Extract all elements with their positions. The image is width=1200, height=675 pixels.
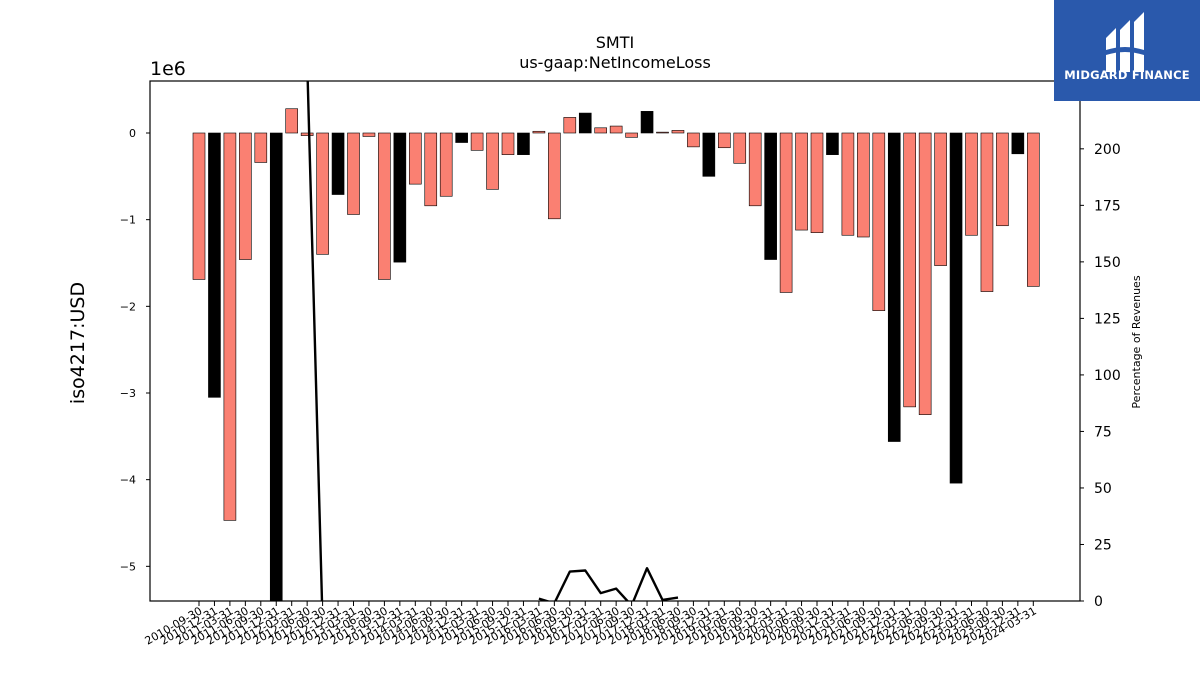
bar bbox=[239, 132, 252, 260]
chart-title: SMTI bbox=[596, 33, 634, 52]
bar bbox=[548, 132, 561, 220]
bar bbox=[316, 132, 329, 255]
bar bbox=[717, 132, 731, 149]
y2-tick-label: 200 bbox=[1094, 142, 1121, 158]
percentage-line bbox=[538, 567, 679, 601]
bar bbox=[625, 132, 638, 138]
bar bbox=[532, 130, 546, 134]
y2-tick-label: 150 bbox=[1094, 255, 1121, 271]
bar bbox=[1027, 132, 1040, 287]
bar bbox=[996, 132, 1009, 227]
bar bbox=[949, 132, 963, 484]
bar bbox=[254, 132, 268, 163]
line-layer bbox=[306, 81, 679, 601]
y2-tick-label: 25 bbox=[1094, 537, 1112, 553]
brand-name: MIDGARD FINANCE bbox=[1064, 68, 1190, 82]
y2-tick-label: 50 bbox=[1094, 481, 1112, 497]
bar bbox=[872, 132, 886, 311]
bar bbox=[795, 132, 808, 231]
y-multiplier-label: 1e6 bbox=[150, 58, 186, 80]
bar bbox=[687, 132, 700, 148]
bar bbox=[393, 132, 407, 263]
bar bbox=[640, 111, 654, 134]
bar bbox=[455, 132, 468, 143]
left-axis-ticks: 0 −1 −2 −3 −4 −5 bbox=[120, 127, 150, 573]
bar bbox=[208, 132, 221, 398]
y-tick-label: −5 bbox=[120, 560, 136, 573]
bar bbox=[903, 132, 917, 408]
bar bbox=[656, 131, 669, 134]
y-tick-label: −3 bbox=[120, 387, 136, 400]
bar bbox=[1011, 132, 1025, 155]
y2-tick-label: 100 bbox=[1094, 368, 1121, 384]
bar bbox=[486, 132, 499, 190]
bar bbox=[841, 132, 855, 236]
bar bbox=[810, 132, 824, 233]
bar bbox=[331, 132, 345, 195]
bar bbox=[269, 132, 283, 601]
bar bbox=[779, 132, 793, 293]
bar bbox=[702, 132, 716, 177]
right-axis-ticks: 0 25 50 75 100 125 150 175 200 bbox=[1080, 142, 1121, 610]
bar bbox=[764, 132, 777, 260]
bar bbox=[517, 132, 530, 155]
bar bbox=[378, 132, 391, 280]
y2-tick-label: 75 bbox=[1094, 424, 1112, 440]
bar bbox=[223, 132, 237, 521]
bar bbox=[733, 132, 747, 164]
bar bbox=[347, 132, 360, 215]
bar bbox=[934, 132, 947, 266]
y-tick-label: −4 bbox=[120, 474, 136, 487]
chart-subtitle: us-gaap:NetIncomeLoss bbox=[519, 53, 711, 72]
bar bbox=[857, 132, 870, 238]
y2-tick-label: 0 bbox=[1094, 594, 1103, 610]
y2-axis-label: Percentage of Revenues bbox=[1130, 275, 1143, 408]
plot-frame bbox=[149, 80, 1081, 602]
y-axis-label: iso4217:USD bbox=[67, 282, 89, 404]
midgard-logo-icon bbox=[1106, 12, 1144, 72]
y2-tick-label: 175 bbox=[1094, 198, 1121, 214]
bar bbox=[980, 132, 994, 292]
bar bbox=[470, 132, 484, 151]
bar bbox=[300, 132, 314, 136]
bar bbox=[285, 108, 299, 134]
bar bbox=[501, 132, 515, 155]
bar bbox=[578, 112, 592, 134]
bar bbox=[408, 132, 422, 185]
bars-group bbox=[192, 108, 1040, 601]
bar bbox=[424, 132, 438, 207]
bar bbox=[748, 132, 762, 207]
bar bbox=[918, 132, 932, 415]
bar bbox=[965, 132, 978, 236]
y2-tick-label: 125 bbox=[1094, 311, 1121, 327]
y-tick-label: −1 bbox=[120, 214, 136, 227]
x-axis-ticks: 2010-09-302010-12-312011-03-312011-06-30… bbox=[143, 601, 1039, 648]
y-tick-label: 0 bbox=[129, 127, 136, 140]
bar bbox=[671, 130, 685, 134]
bar bbox=[826, 132, 839, 155]
y-tick-label: −2 bbox=[120, 300, 136, 313]
bar bbox=[362, 132, 376, 137]
bar bbox=[192, 132, 206, 280]
percentage-line bbox=[306, 81, 324, 601]
brand-logo: MIDGARD FINANCE bbox=[1054, 0, 1200, 101]
bar bbox=[439, 132, 453, 197]
bar bbox=[887, 132, 901, 442]
bar bbox=[594, 127, 608, 134]
bar bbox=[563, 117, 577, 134]
bar bbox=[609, 125, 623, 134]
